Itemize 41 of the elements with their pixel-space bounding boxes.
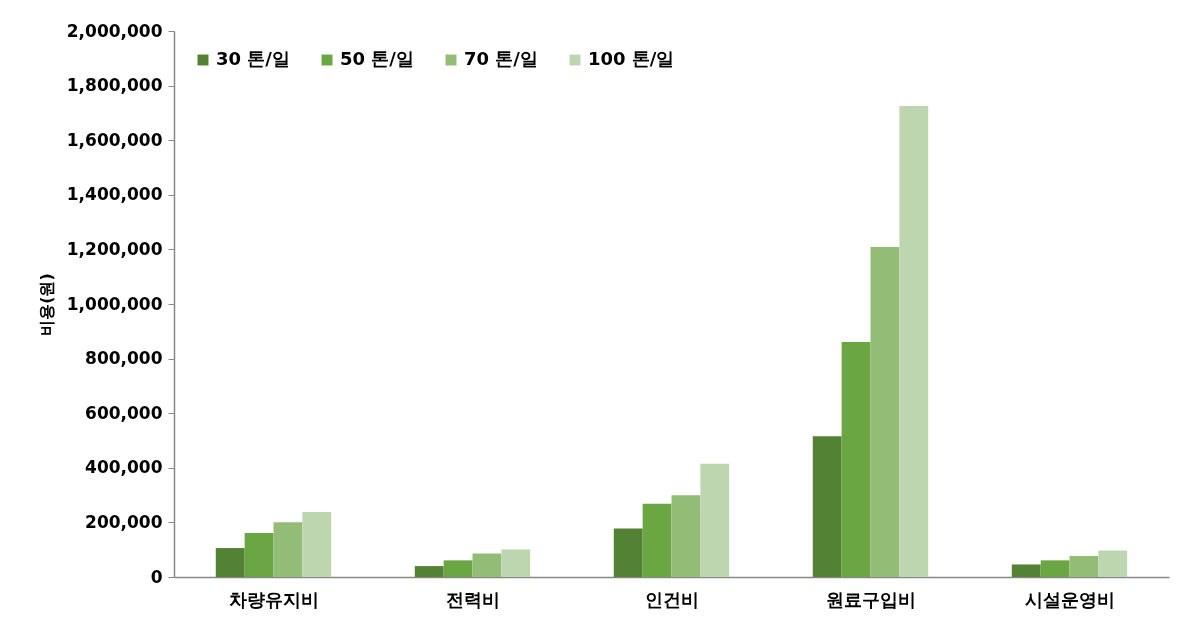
bar — [302, 512, 332, 577]
bar — [812, 436, 842, 577]
legend-label: 50 톤/일 — [340, 48, 414, 69]
y-tick-label: 1,200,000 — [66, 238, 163, 259]
bar — [1069, 555, 1099, 577]
bar — [273, 522, 303, 577]
x-tick-label: 차량유지비 — [228, 588, 319, 610]
y-tick-label: 0 — [150, 566, 163, 587]
y-tick-label: 1,400,000 — [66, 184, 163, 205]
bar — [472, 553, 502, 577]
bar — [613, 528, 643, 577]
bar — [1040, 560, 1070, 577]
bar — [671, 495, 701, 577]
y-tick-label: 400,000 — [85, 457, 163, 478]
x-tick-label: 원료구입비 — [825, 588, 916, 610]
y-axis-title: 비용(원) — [36, 273, 56, 336]
bar — [870, 246, 900, 577]
bar — [700, 463, 730, 577]
bar — [215, 548, 245, 577]
y-tick-label: 200,000 — [85, 511, 163, 532]
bar — [841, 341, 871, 577]
legend-label: 30 톤/일 — [216, 48, 290, 69]
x-tick-label: 전력비 — [445, 588, 500, 610]
y-tick-label: 1,800,000 — [66, 75, 163, 96]
bar — [899, 106, 929, 577]
legend-label: 100 톤/일 — [588, 48, 675, 69]
x-tick-label: 시설운영비 — [1024, 588, 1115, 610]
legend-label: 70 톤/일 — [464, 48, 538, 69]
bar — [1098, 550, 1128, 577]
y-tick-label: 1,600,000 — [66, 129, 163, 150]
bar — [244, 533, 274, 577]
y-tick-label: 1,000,000 — [66, 293, 163, 314]
bar — [414, 566, 444, 577]
bar — [642, 503, 672, 577]
bar — [1011, 564, 1041, 577]
bar — [443, 560, 473, 577]
y-tick-label: 2,000,000 — [66, 20, 163, 41]
y-tick-label: 800,000 — [85, 348, 163, 369]
bar — [501, 549, 531, 577]
y-tick-label: 600,000 — [85, 402, 163, 423]
x-tick-label: 인건비 — [644, 588, 699, 610]
